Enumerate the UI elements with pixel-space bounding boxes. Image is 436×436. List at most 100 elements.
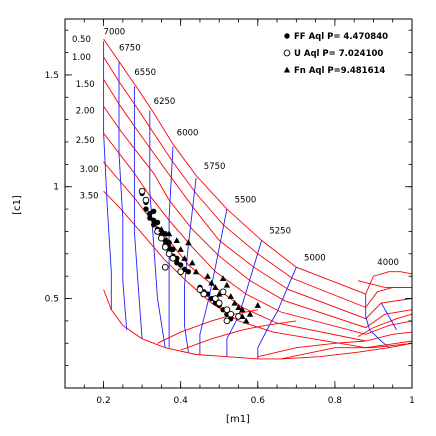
point-1-14 xyxy=(223,306,231,314)
point-2-12 xyxy=(219,275,227,281)
legend-marker-1 xyxy=(283,49,291,57)
point-2-18 xyxy=(239,313,246,319)
red-extra-line-1 xyxy=(180,320,297,351)
point-2-13 xyxy=(223,281,231,288)
legend-entry-0: FF Aql P= 4.470840 xyxy=(294,32,388,42)
point-1-1 xyxy=(142,196,150,204)
point-1-0 xyxy=(138,187,146,195)
teff-line-0 xyxy=(103,41,112,310)
x-tick-label: 1 xyxy=(409,396,415,406)
logg-line-3 xyxy=(103,105,412,329)
grid-labels: 7000 6750 6550 6250 6000 5750 5500 5250 5000 4000… xyxy=(72,28,399,268)
x-tick-label: 0.2 xyxy=(96,396,110,406)
legend-entry-2: Fn Aql P=9.481614 xyxy=(294,66,385,76)
teff-label: 4000 xyxy=(377,258,399,268)
point-1-6 xyxy=(169,254,177,262)
red-extra-line-0 xyxy=(157,309,258,344)
point-2-14 xyxy=(227,293,234,299)
red-extra-line-2 xyxy=(257,340,366,358)
point-2-5 xyxy=(185,239,192,246)
point-1-8 xyxy=(177,268,185,276)
model-grid xyxy=(103,38,412,360)
teff-line-5 xyxy=(184,177,197,353)
y-tick-label: 1 xyxy=(53,183,59,193)
teff-label: 5250 xyxy=(269,227,291,237)
point-1-9 xyxy=(196,286,204,293)
point-2-1 xyxy=(165,230,173,237)
logg-label: 1.00 xyxy=(72,53,91,63)
y-tick-label: 1.5 xyxy=(45,71,59,81)
teff-line-9 xyxy=(365,294,390,349)
x-tick-label: 0.4 xyxy=(174,396,189,406)
legend-entry-1: U Aql P= 7.024100 xyxy=(294,49,383,59)
point-1-15 xyxy=(227,310,235,318)
logg-line-6 xyxy=(103,190,412,349)
point-1-16 xyxy=(223,317,231,325)
point-2-2 xyxy=(173,237,181,243)
point-0-22 xyxy=(177,262,184,268)
logg-line-4 xyxy=(103,132,412,335)
y-tick-label: 0.5 xyxy=(45,295,59,305)
point-1-4 xyxy=(161,243,169,251)
point-2-21 xyxy=(254,302,261,308)
point-2-0 xyxy=(158,226,165,232)
teff-label: 6000 xyxy=(177,128,199,138)
logg-label: 1.50 xyxy=(76,80,95,90)
logg-line-2 xyxy=(103,79,412,320)
red-extra-line-3 xyxy=(280,342,412,360)
teff-line-1 xyxy=(118,61,128,330)
teff-line-4 xyxy=(168,146,174,348)
teff-line-8 xyxy=(257,267,297,359)
x-tick-label: 0.8 xyxy=(328,396,343,406)
point-1-10 xyxy=(200,290,208,298)
point-1-12 xyxy=(219,288,227,296)
legend-marker-0 xyxy=(284,33,290,39)
logg-line-5 xyxy=(103,161,412,342)
point-1-11 xyxy=(212,295,219,302)
legend-marker-2 xyxy=(283,66,291,73)
point-2-11 xyxy=(216,290,223,297)
point-0-24 xyxy=(185,269,192,275)
teff-line-10 xyxy=(380,302,397,331)
point-0-5 xyxy=(150,208,157,215)
point-1-3 xyxy=(158,234,165,242)
point-2-3 xyxy=(177,246,184,252)
logg-label: 0.50 xyxy=(72,35,91,45)
red-extra-line-4 xyxy=(357,313,412,337)
axis-ticks: 0.2 0.4 0.6 0.8 1 0.5 1 1.5 xyxy=(45,19,415,406)
logg-label: 3.00 xyxy=(80,165,99,175)
logg-label: 2.50 xyxy=(76,136,95,146)
teff-label: 6550 xyxy=(134,68,156,78)
point-2-4 xyxy=(181,255,188,261)
legend: FF Aql P= 4.470840 U Aql P= 7.024100 Fn Aq… xyxy=(283,32,388,76)
x-tick-label: 0.6 xyxy=(251,396,266,406)
point-2-19 xyxy=(243,317,250,324)
teff-line-3 xyxy=(149,110,166,348)
teff-label: 5500 xyxy=(235,195,257,205)
logg-line-0 xyxy=(103,38,412,295)
point-2-8 xyxy=(204,272,211,279)
point-1-13 xyxy=(215,299,223,307)
red-extra-line-5 xyxy=(357,280,412,288)
data-points xyxy=(138,187,261,325)
point-2-10 xyxy=(212,284,219,290)
point-2-20 xyxy=(246,311,254,317)
point-2-16 xyxy=(235,304,242,311)
teff-line-2 xyxy=(133,86,143,339)
point-2-7 xyxy=(192,268,200,275)
point-2-9 xyxy=(208,279,215,286)
point-0-18 xyxy=(170,246,176,253)
point-0-15 xyxy=(166,239,172,246)
point-2-15 xyxy=(231,299,238,306)
logg-label: 2.00 xyxy=(76,107,95,117)
point-0-2 xyxy=(143,206,149,212)
teff-label: 6250 xyxy=(154,97,176,107)
x-axis-label: [m1] xyxy=(226,414,250,425)
teff-line-6 xyxy=(199,209,228,355)
point-1-7 xyxy=(161,263,169,271)
teff-label: 7000 xyxy=(104,28,126,38)
point-2-6 xyxy=(189,259,196,266)
point-1-5 xyxy=(165,250,173,258)
point-2-17 xyxy=(239,306,246,313)
